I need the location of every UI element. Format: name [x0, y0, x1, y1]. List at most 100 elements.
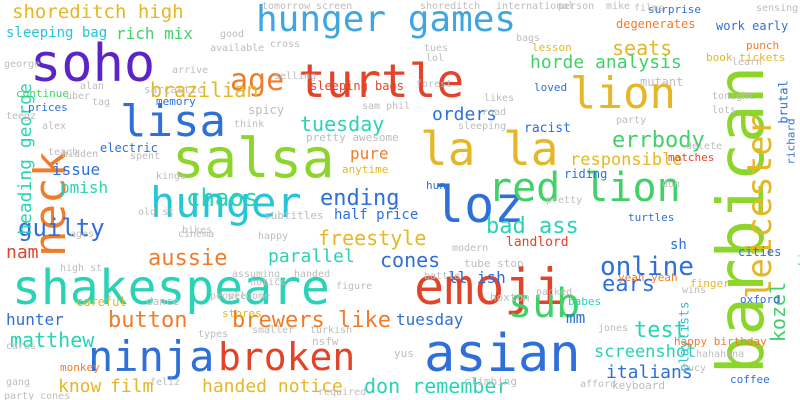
cloud-word: freestyle: [318, 226, 427, 250]
cloud-word: cones: [380, 248, 441, 272]
cloud-word: tuesday: [396, 310, 464, 329]
cloud-word: tonight: [712, 91, 755, 102]
cloud-word: orders: [432, 104, 498, 125]
cloud-word: lol: [426, 53, 445, 64]
cloud-word: horde analysis: [530, 52, 682, 73]
cloud-word: tag: [92, 97, 111, 108]
cloud-word: anytime: [342, 163, 389, 176]
cloud-word: hahahana: [696, 349, 745, 360]
cloud-word: ninja: [88, 332, 215, 381]
cloud-word: careful: [76, 295, 127, 309]
cloud-word: tuesday: [300, 112, 385, 136]
cloud-word: happy: [258, 231, 289, 242]
cloud-word: oxford: [740, 293, 780, 306]
cloud-word: pure: [350, 144, 389, 163]
cloud-word: nam: [6, 242, 39, 263]
cloud-word: sam phil: [362, 101, 411, 112]
cloud-word: know: [58, 376, 102, 397]
cloud-word: hidden: [62, 149, 99, 160]
cloud-word: cinema: [178, 229, 215, 240]
cloud-word: button: [108, 308, 188, 333]
cloud-word: lesson: [532, 41, 572, 54]
cloud-word: packed: [536, 287, 573, 298]
cloud-word: welcome: [228, 291, 271, 302]
cloud-word: book tickets: [706, 51, 786, 64]
cloud-word: shakespeare: [12, 260, 330, 316]
cloud-word: stores: [222, 307, 262, 320]
cloud-word: sensing: [756, 3, 799, 14]
cloud-word: don remember: [364, 374, 509, 398]
cloud-word: spicy: [248, 103, 285, 117]
cloud-word: electric: [100, 141, 158, 155]
cloud-word: matches: [668, 151, 715, 164]
cloud-word: degenerates: [616, 17, 696, 31]
cloud-word: brewers like: [232, 308, 391, 333]
cloud-word: hunter: [6, 310, 64, 329]
cloud-word: turtle: [298, 54, 465, 108]
cloud-word: international: [496, 1, 575, 12]
cloud-word: italians: [606, 362, 693, 383]
cloud-word: uber: [66, 91, 91, 102]
cloud-word: arrive: [172, 65, 209, 76]
cloud-word: subtitles: [264, 209, 324, 222]
cloud-word: cities: [738, 245, 782, 259]
cloud-word: leicester: [740, 114, 781, 300]
cloud-word: riding: [564, 167, 608, 181]
cloud-word: modern: [452, 243, 489, 254]
cloud-word: hunger: [150, 178, 302, 227]
cloud-word: selling: [274, 71, 317, 82]
cloud-word: bags: [516, 33, 541, 44]
cloud-word: party: [616, 115, 647, 126]
cloud-word: seats: [612, 36, 673, 60]
cloud-word: tomorrow: [262, 1, 311, 12]
cloud-word: feliz: [150, 377, 181, 388]
cloud-word: think: [234, 119, 265, 130]
cloud-word: shoreditch: [420, 1, 481, 12]
cloud-word: hoxton: [490, 291, 530, 304]
cloud-word: finger: [690, 277, 730, 290]
cloud-word: punch: [746, 39, 780, 52]
cloud-word: loz: [434, 176, 525, 234]
cloud-word: surprise: [648, 3, 701, 16]
cloud-word: learn: [732, 57, 763, 68]
cloud-word: teach: [48, 147, 79, 158]
cloud-word: brazilian: [150, 78, 259, 102]
cloud-word: loved: [534, 81, 568, 94]
cloud-word: wins: [682, 285, 707, 296]
cloud-word: screenshot: [594, 342, 697, 362]
cloud-word: sh: [670, 237, 687, 253]
cloud-word: old st: [138, 207, 175, 218]
cloud-word: asian: [424, 324, 581, 384]
cloud-word: mike: [606, 1, 631, 12]
cloud-word: racist: [524, 121, 571, 136]
cloud-word: errbody: [612, 128, 705, 153]
cloud-word: required: [318, 387, 367, 398]
cloud-word: issue: [52, 160, 101, 179]
cloud-word: la la: [420, 122, 559, 176]
cloud-word: george: [4, 59, 41, 70]
cloud-word: half price: [334, 207, 419, 223]
cloud-word: alex: [42, 121, 67, 132]
cloud-word: coffee: [730, 373, 770, 386]
cloud-word: guilty: [18, 214, 105, 242]
cloud-word: road: [482, 107, 507, 118]
cloud-word: alan: [80, 81, 105, 92]
cloud-word: hunger games: [256, 0, 517, 40]
cloud-word: pretty awesome: [306, 131, 399, 144]
cloud-word: sleeping bag: [6, 25, 108, 41]
cloud-word: happy birthday: [674, 335, 767, 348]
cloud-word: memory: [156, 95, 196, 108]
cloud-word: ll ish: [448, 268, 506, 287]
cloud-word: sarcastic: [144, 83, 204, 96]
cloud-word: person: [558, 1, 595, 12]
cloud-word: likes: [484, 93, 515, 104]
cloud-word: screen: [316, 1, 353, 12]
cloud-word: keyboard: [612, 379, 665, 392]
cloud-word: climbing: [464, 375, 517, 388]
cloud-word: forest: [416, 79, 453, 90]
cloud-word: good: [220, 29, 245, 40]
cloud-word: chaos: [186, 184, 259, 212]
cloud-word: turkish: [310, 325, 353, 336]
cloud-word: ears: [602, 272, 655, 297]
